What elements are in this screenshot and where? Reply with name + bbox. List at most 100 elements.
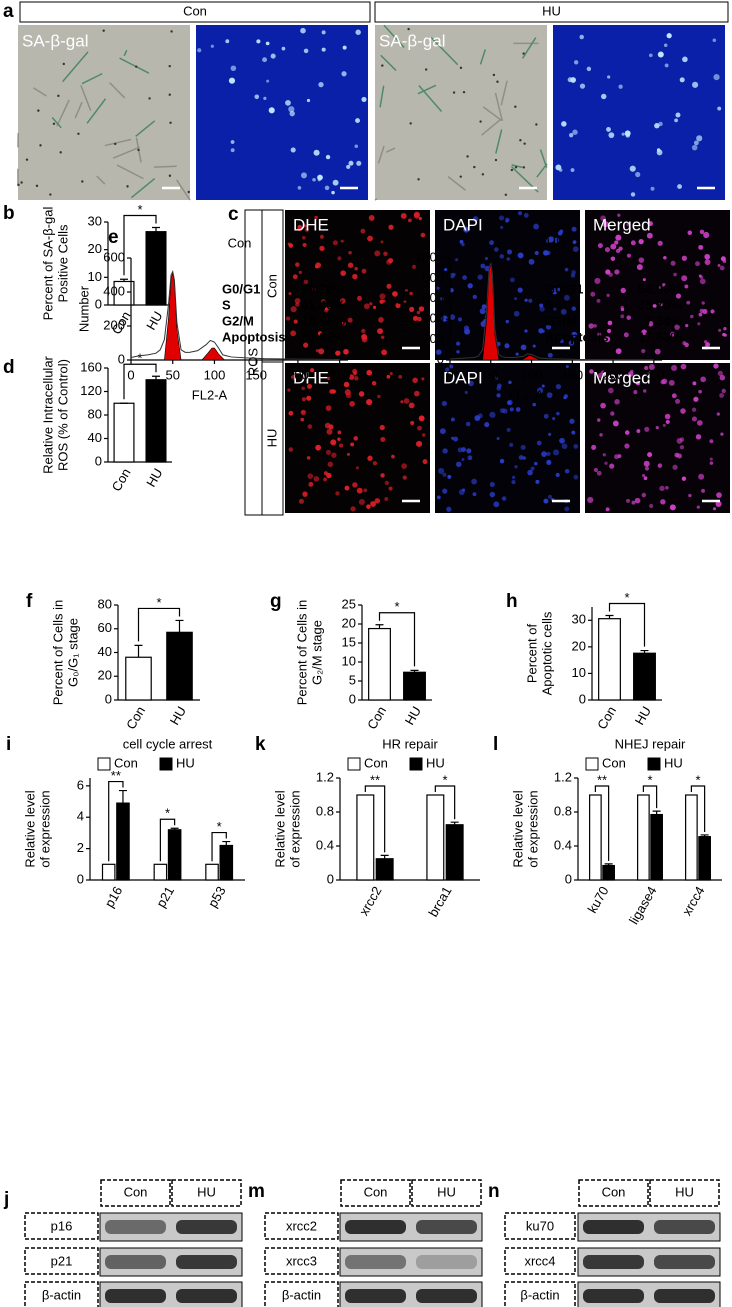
nucleus — [324, 185, 330, 191]
nucleus — [377, 394, 381, 399]
x-tick-label: p21 — [153, 884, 177, 910]
nucleus — [484, 256, 488, 261]
nucleus — [340, 270, 346, 276]
y-tick-label: 30 — [572, 612, 586, 627]
nucleus — [564, 267, 569, 272]
nucleus — [610, 256, 616, 261]
nucleus — [298, 270, 302, 274]
significance-bracket — [608, 602, 646, 647]
y-tick-label: 0.8 — [316, 803, 334, 818]
nucleus — [535, 479, 540, 484]
nucleus — [666, 33, 672, 39]
nucleus — [596, 470, 602, 476]
nucleus — [330, 439, 337, 446]
nucleus — [534, 250, 539, 256]
nucleus — [489, 481, 495, 488]
nucleus — [679, 77, 685, 83]
nucleus — [449, 314, 456, 320]
nucleus — [270, 53, 276, 59]
nucleus — [371, 381, 377, 386]
y-tick-label: 30 — [88, 213, 102, 228]
nucleus — [663, 43, 668, 48]
y-tick-label: 0 — [327, 871, 334, 886]
nucleus — [463, 226, 470, 233]
nucleus — [228, 77, 236, 84]
x-tick-label: Con — [109, 466, 134, 494]
nucleus — [642, 278, 646, 282]
x-tick-label: brca1 — [425, 884, 454, 920]
blot-band — [176, 1289, 237, 1303]
nucleus — [416, 310, 421, 315]
nucleus — [569, 133, 574, 138]
nucleus — [621, 132, 625, 136]
x-tick-label: HU — [143, 466, 165, 490]
blot-label-box — [264, 1247, 339, 1275]
y-tick-label: 0 — [349, 691, 356, 706]
panel-letter: n — [488, 1181, 500, 1202]
nucleus — [517, 287, 523, 293]
nucleus — [681, 275, 688, 282]
panel-letter: k — [255, 734, 266, 755]
nucleus — [515, 352, 519, 356]
nucleus — [472, 216, 479, 222]
nucleus — [388, 224, 394, 230]
nucleus — [459, 175, 462, 178]
nucleus — [456, 461, 462, 468]
nucleus — [504, 193, 508, 197]
nucleus — [317, 174, 323, 181]
y-tick-label: 0 — [565, 871, 572, 886]
nucleus — [402, 475, 407, 480]
nucleus — [705, 342, 711, 348]
nucleus — [514, 297, 518, 301]
stat-value: 39.70% — [301, 281, 346, 296]
nucleus — [657, 240, 663, 246]
nucleus — [380, 335, 385, 340]
error-bar — [152, 226, 160, 232]
nucleus — [624, 443, 630, 449]
nucleus — [641, 492, 647, 498]
nucleus — [337, 430, 342, 435]
nucleus — [607, 320, 613, 326]
nucleus — [669, 504, 676, 511]
nucleus — [677, 453, 683, 459]
nucleus — [388, 486, 393, 491]
nucleus — [532, 402, 537, 407]
nucleus — [462, 275, 468, 281]
x-tick-label: 100 — [521, 367, 543, 382]
blot-label-box — [264, 1281, 339, 1307]
nucleus — [546, 392, 553, 398]
cell-outline — [104, 138, 132, 147]
blot-header: HU — [197, 1184, 216, 1199]
nucleus — [505, 219, 509, 223]
blot-label-box — [504, 1247, 576, 1275]
nucleus — [373, 305, 377, 309]
nucleus — [671, 364, 678, 372]
nucleus — [436, 286, 440, 290]
nucleus — [348, 250, 352, 255]
nucleus — [654, 348, 661, 355]
nucleus — [420, 232, 426, 238]
nucleus — [412, 315, 419, 321]
nucleus — [659, 485, 665, 492]
nucleus — [552, 449, 560, 456]
blot-band — [583, 1255, 644, 1269]
bar — [205, 863, 219, 881]
nucleus — [713, 74, 720, 81]
x-tick-label: ku70 — [584, 884, 611, 916]
nucleus — [665, 486, 669, 490]
nucleus — [349, 401, 355, 407]
nucleus — [307, 473, 314, 479]
chart-title: HR repair — [382, 736, 438, 751]
nucleus — [436, 495, 441, 500]
nucleus — [59, 151, 62, 154]
nucleus — [342, 45, 347, 50]
nucleus — [352, 482, 358, 488]
nucleus — [704, 259, 711, 266]
nucleus — [461, 488, 466, 492]
nucleus — [461, 242, 465, 247]
nucleus — [699, 278, 706, 285]
nucleus — [387, 257, 394, 264]
y-tick-label: 0 — [95, 296, 102, 311]
nucleus — [446, 506, 452, 512]
nucleus — [647, 321, 654, 327]
